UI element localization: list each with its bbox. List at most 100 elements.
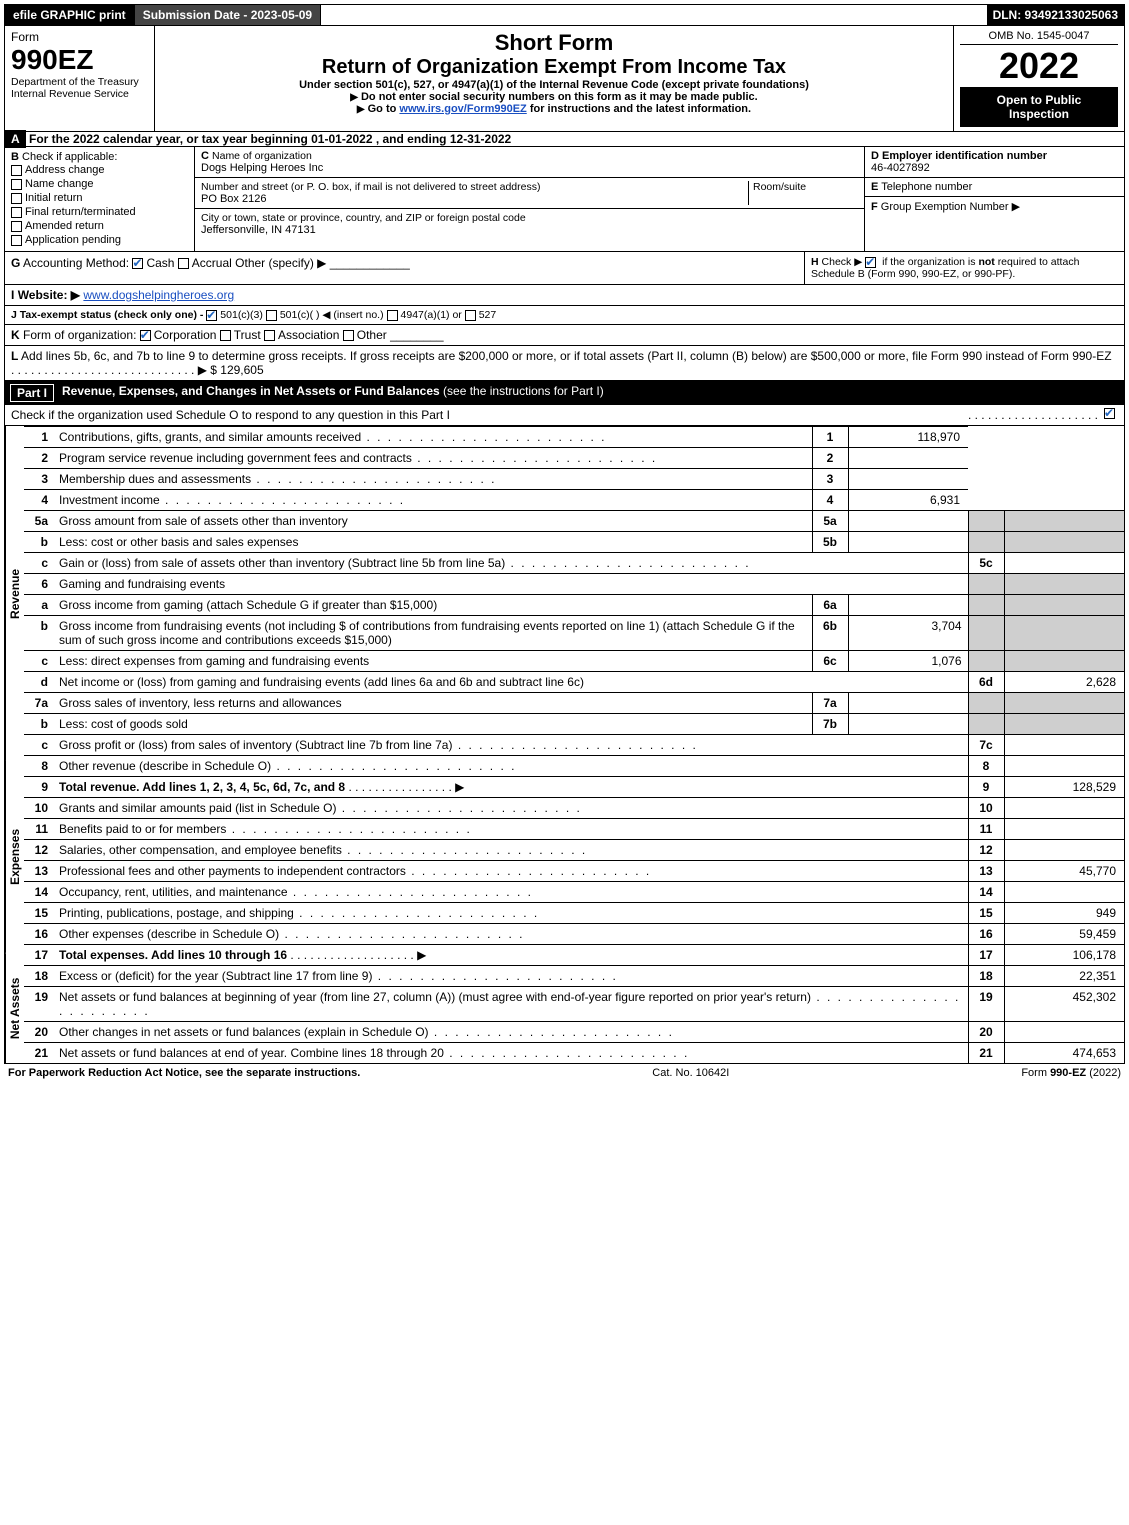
l6c-sh (968, 651, 1004, 672)
l19-box: 19 (968, 987, 1004, 1022)
l6d-box: 6d (968, 672, 1004, 693)
chk-527[interactable] (465, 310, 476, 321)
l8-box: 8 (968, 756, 1004, 777)
line-21: 21Net assets or fund balances at end of … (24, 1043, 1124, 1064)
l15-box: 15 (968, 903, 1004, 924)
l6a-sh (968, 595, 1004, 616)
l6b-sh (968, 616, 1004, 651)
line-g-h: G Accounting Method: Cash Accrual Other … (4, 252, 1125, 285)
website-link[interactable]: www.dogshelpingheroes.org (83, 288, 234, 302)
c-city-label: City or town, state or province, country… (201, 212, 526, 224)
dept-2: Internal Revenue Service (11, 88, 148, 100)
l9-desc: Total revenue. Add lines 1, 2, 3, 4, 5c,… (59, 780, 345, 794)
opt-address-change: Address change (25, 164, 105, 176)
l18-desc: Excess or (deficit) for the year (Subtra… (54, 966, 968, 987)
chk-application-pending[interactable] (11, 235, 22, 246)
l6c-m: 6c (812, 651, 848, 672)
chk-final-return[interactable] (11, 207, 22, 218)
l5b-m: 5b (812, 532, 848, 553)
line-16: 16Other expenses (describe in Schedule O… (24, 924, 1124, 945)
l-text: Add lines 5b, 6c, and 7b to line 9 to de… (21, 349, 1112, 363)
chk-assoc[interactable] (264, 330, 275, 341)
goto-line: Go to www.irs.gov/Form990EZ for instruct… (161, 103, 947, 115)
part-i-title: Revenue, Expenses, and Changes in Net As… (62, 384, 440, 402)
chk-other-org[interactable] (343, 330, 354, 341)
l3-desc: Membership dues and assessments (54, 469, 812, 490)
l14-box: 14 (968, 882, 1004, 903)
header-left: Form 990EZ Department of the Treasury In… (5, 26, 155, 131)
chk-trust[interactable] (220, 330, 231, 341)
g-cash: Cash (146, 256, 174, 270)
goto-post: for instructions and the latest informat… (530, 103, 751, 115)
chk-accrual[interactable] (178, 258, 189, 269)
l21-box: 21 (968, 1043, 1004, 1064)
l1-desc: Contributions, gifts, grants, and simila… (54, 427, 812, 448)
l5a-desc: Gross amount from sale of assets other t… (54, 511, 812, 532)
part-i-table: Revenue Expenses Net Assets 1Contributio… (4, 426, 1125, 1064)
l20-box: 20 (968, 1022, 1004, 1043)
line-3: 3Membership dues and assessments3 (24, 469, 1124, 490)
l4-amt: 6,931 (848, 490, 968, 511)
chk-h[interactable] (865, 257, 876, 268)
l7b-sh (968, 714, 1004, 735)
l6d-desc: Net income or (loss) from gaming and fun… (54, 672, 968, 693)
part-i-note: (see the instructions for Part I) (443, 384, 604, 402)
chk-501c3[interactable] (206, 310, 217, 321)
l5a-mv (848, 511, 968, 532)
f-label: Group Exemption Number (881, 201, 1009, 213)
line-j: J Tax-exempt status (check only one) - 5… (4, 306, 1125, 325)
g-other: Other (specify) ▶ (235, 256, 326, 270)
chk-schedule-o[interactable] (1104, 408, 1115, 419)
part-i-header: Part I Revenue, Expenses, and Changes in… (4, 381, 1125, 405)
k-other: Other (357, 328, 387, 342)
l7a-mv (848, 693, 968, 714)
line-17: 17Total expenses. Add lines 10 through 1… (24, 945, 1124, 966)
opt-initial-return: Initial return (25, 192, 82, 204)
l11-desc: Benefits paid to or for members (54, 819, 968, 840)
goto-link[interactable]: www.irs.gov/Form990EZ (399, 103, 526, 115)
submission-date: Submission Date - 2023-05-09 (135, 5, 321, 25)
l5c-amt (1004, 553, 1124, 574)
line-12: 12Salaries, other compensation, and empl… (24, 840, 1124, 861)
line-6d: dNet income or (loss) from gaming and fu… (24, 672, 1124, 693)
i-label: Website: ▶ (18, 288, 80, 302)
efile-label[interactable]: efile GRAPHIC print (5, 5, 135, 25)
side-expenses: Expenses (5, 761, 24, 953)
l21-desc: Net assets or fund balances at end of ye… (54, 1043, 968, 1064)
chk-initial-return[interactable] (11, 193, 22, 204)
c-name-label: Name of organization (212, 150, 312, 162)
footer-mid: Cat. No. 10642I (652, 1067, 729, 1079)
chk-amended-return[interactable] (11, 221, 22, 232)
chk-corp[interactable] (140, 330, 151, 341)
l7c-box: 7c (968, 735, 1004, 756)
chk-address-change[interactable] (11, 165, 22, 176)
chk-4947[interactable] (387, 310, 398, 321)
l7b-sh2 (1004, 714, 1124, 735)
l7a-m: 7a (812, 693, 848, 714)
l3-box: 3 (812, 469, 848, 490)
org-address: PO Box 2126 (201, 193, 266, 205)
b-label: Check if applicable: (22, 151, 117, 163)
line-6b: bGross income from fundraising events (n… (24, 616, 1124, 651)
l5b-desc: Less: cost or other basis and sales expe… (54, 532, 812, 553)
line-a: A For the 2022 calendar year, or tax yea… (4, 132, 1125, 147)
l4-desc: Investment income (54, 490, 812, 511)
l9-box: 9 (968, 777, 1004, 798)
l14-amt (1004, 882, 1124, 903)
ein-value: 46-4027892 (871, 162, 930, 174)
chk-cash[interactable] (132, 258, 143, 269)
line-5c: cGain or (loss) from sale of assets othe… (24, 553, 1124, 574)
line-5b: bLess: cost or other basis and sales exp… (24, 532, 1124, 553)
header-middle: Short Form Return of Organization Exempt… (155, 26, 954, 131)
chk-501c[interactable] (266, 310, 277, 321)
j-501c: 501(c)( ) ◀ (insert no.) (280, 309, 384, 321)
l7b-mv (848, 714, 968, 735)
side-netassets: Net Assets (5, 953, 24, 1063)
goto-pre: Go to (357, 103, 399, 115)
j-501c3: 501(c)(3) (220, 309, 263, 321)
line-a-text: For the 2022 calendar year, or tax year … (29, 132, 511, 146)
room-label: Room/suite (753, 181, 806, 193)
chk-name-change[interactable] (11, 179, 22, 190)
l6a-sh2 (1004, 595, 1124, 616)
l15-amt: 949 (1004, 903, 1124, 924)
